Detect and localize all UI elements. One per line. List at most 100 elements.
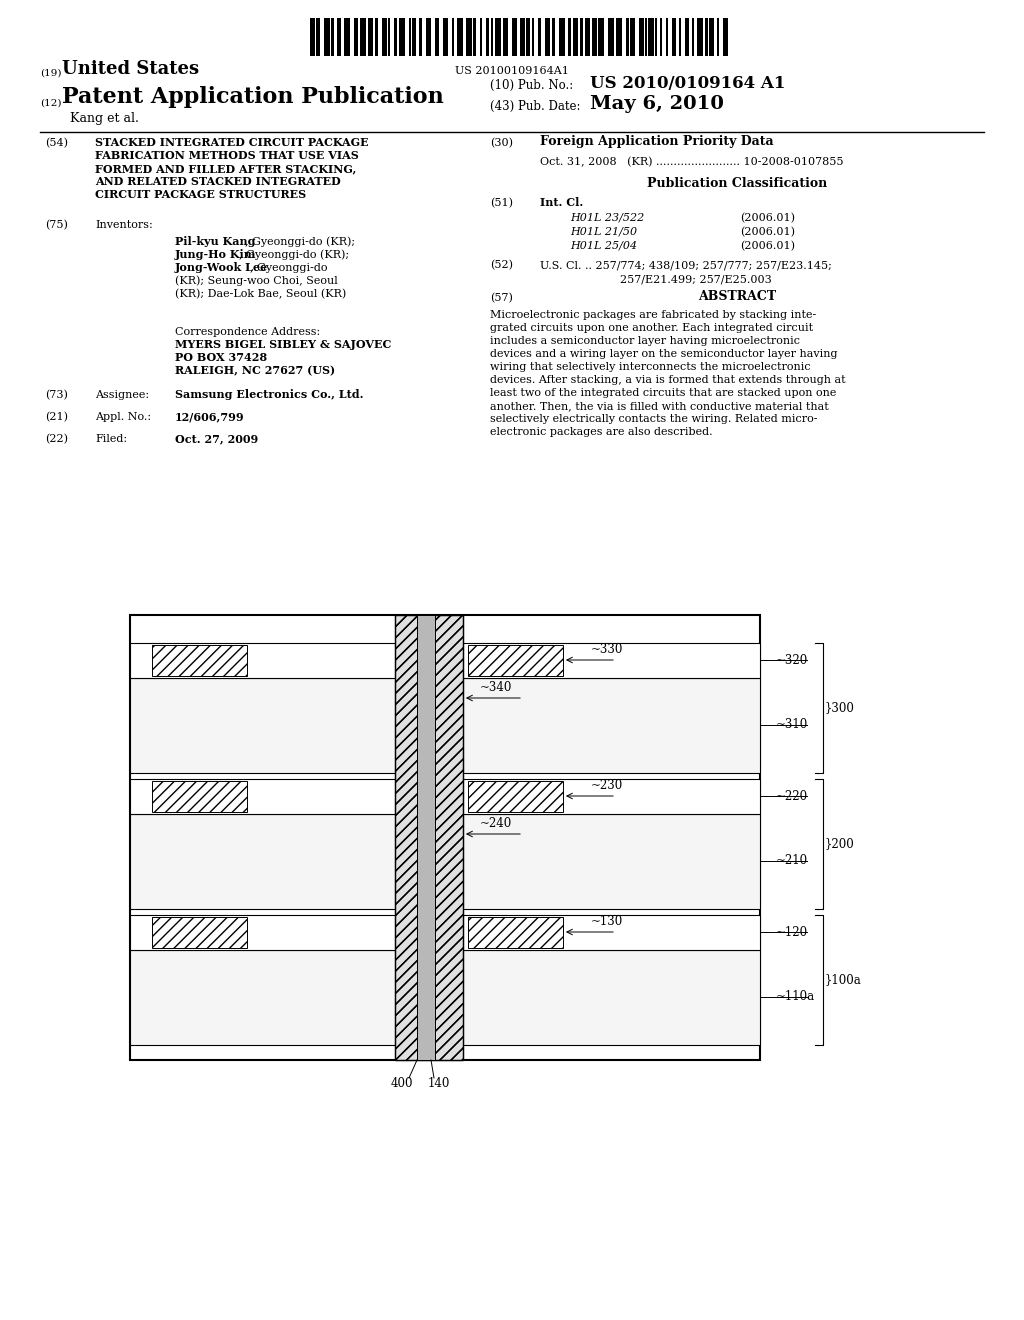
Bar xyxy=(419,18,422,55)
Bar xyxy=(697,18,703,55)
Bar xyxy=(705,18,708,55)
Text: Inventors:: Inventors: xyxy=(95,220,153,230)
Bar xyxy=(573,18,578,55)
Text: (57): (57) xyxy=(490,293,513,304)
Bar xyxy=(152,917,247,948)
Bar xyxy=(344,18,350,55)
Bar xyxy=(368,18,373,55)
Bar xyxy=(360,18,366,55)
Text: FORMED AND FILLED AFTER STACKING,: FORMED AND FILLED AFTER STACKING, xyxy=(95,162,356,174)
Text: RALEIGH, NC 27627 (US): RALEIGH, NC 27627 (US) xyxy=(175,366,335,376)
Bar xyxy=(598,18,604,55)
Bar xyxy=(545,18,550,55)
Bar xyxy=(354,18,358,55)
Text: Filed:: Filed: xyxy=(95,434,127,444)
Bar xyxy=(130,678,760,774)
Text: Pil-kyu Kang: Pil-kyu Kang xyxy=(175,236,256,247)
Text: (10) Pub. No.:: (10) Pub. No.: xyxy=(490,79,573,92)
Bar xyxy=(435,18,439,55)
Bar xyxy=(130,615,760,1060)
Text: FABRICATION METHODS THAT USE VIAS: FABRICATION METHODS THAT USE VIAS xyxy=(95,150,358,161)
Text: ~110a: ~110a xyxy=(776,990,815,1003)
Bar xyxy=(388,18,390,55)
Text: PO BOX 37428: PO BOX 37428 xyxy=(175,352,267,363)
Bar xyxy=(409,18,411,55)
Text: STACKED INTEGRATED CIRCUIT PACKAGE: STACKED INTEGRATED CIRCUIT PACKAGE xyxy=(95,137,369,148)
Text: United States: United States xyxy=(62,59,199,78)
Bar xyxy=(382,18,387,55)
Text: (54): (54) xyxy=(45,137,68,148)
Bar xyxy=(645,18,647,55)
Text: least two of the integrated circuits that are stacked upon one: least two of the integrated circuits tha… xyxy=(490,388,837,399)
Bar xyxy=(538,18,541,55)
Text: ~330: ~330 xyxy=(591,643,624,656)
Text: grated circuits upon one another. Each integrated circuit: grated circuits upon one another. Each i… xyxy=(490,323,813,333)
Text: Microelectronic packages are fabricated by stacking inte-: Microelectronic packages are fabricated … xyxy=(490,310,816,319)
Text: 140: 140 xyxy=(428,1077,451,1090)
Bar xyxy=(337,18,341,55)
Bar xyxy=(310,18,315,55)
Text: ~130: ~130 xyxy=(591,915,624,928)
Bar xyxy=(559,18,565,55)
Bar xyxy=(709,18,714,55)
Bar xyxy=(616,18,622,55)
Text: (19): (19) xyxy=(40,69,61,78)
Bar xyxy=(592,18,597,55)
Text: , Gyeonggi-do (KR);: , Gyeonggi-do (KR); xyxy=(245,236,354,247)
Text: (30): (30) xyxy=(490,137,513,148)
Text: (21): (21) xyxy=(45,412,68,422)
Text: ~120: ~120 xyxy=(776,925,808,939)
Text: Appl. No.:: Appl. No.: xyxy=(95,412,152,422)
Bar xyxy=(152,781,247,812)
Text: 257/E21.499; 257/E25.003: 257/E21.499; 257/E25.003 xyxy=(620,275,772,284)
Bar xyxy=(580,18,583,55)
Bar xyxy=(331,18,334,55)
Text: ABSTRACT: ABSTRACT xyxy=(698,290,776,304)
Bar xyxy=(512,18,517,55)
Bar xyxy=(130,643,760,678)
Text: (52): (52) xyxy=(490,260,513,271)
Text: (2006.01): (2006.01) xyxy=(740,240,795,251)
Text: (12): (12) xyxy=(40,99,61,108)
Bar xyxy=(417,615,435,1060)
Text: May 6, 2010: May 6, 2010 xyxy=(590,95,724,114)
Bar xyxy=(692,18,694,55)
Text: Assignee:: Assignee: xyxy=(95,389,150,400)
Bar xyxy=(666,18,668,55)
Text: Kang et al.: Kang et al. xyxy=(70,112,139,125)
Bar xyxy=(130,779,760,814)
Text: Jong-Wook Lee: Jong-Wook Lee xyxy=(175,261,268,273)
Text: electronic packages are also described.: electronic packages are also described. xyxy=(490,426,713,437)
Text: (KR); Seung-woo Choi, Seoul: (KR); Seung-woo Choi, Seoul xyxy=(175,276,338,286)
Text: Oct. 31, 2008   (KR) ........................ 10-2008-0107855: Oct. 31, 2008 (KR) .....................… xyxy=(540,157,844,168)
Bar xyxy=(630,18,635,55)
Bar xyxy=(443,18,449,55)
Text: ~240: ~240 xyxy=(480,817,512,830)
Text: Int. Cl.: Int. Cl. xyxy=(540,197,584,209)
Text: (2006.01): (2006.01) xyxy=(740,227,795,238)
Bar xyxy=(685,18,689,55)
Text: (22): (22) xyxy=(45,434,68,444)
Bar xyxy=(457,18,463,55)
Bar xyxy=(468,917,563,948)
Bar xyxy=(520,18,525,55)
Text: ~230: ~230 xyxy=(591,779,624,792)
Bar xyxy=(672,18,676,55)
Bar xyxy=(660,18,662,55)
Text: CIRCUIT PACKAGE STRUCTURES: CIRCUIT PACKAGE STRUCTURES xyxy=(95,189,306,201)
Bar xyxy=(399,18,406,55)
Text: 12/606,799: 12/606,799 xyxy=(175,411,245,422)
Bar xyxy=(585,18,590,55)
Text: }200: }200 xyxy=(825,837,855,850)
Text: 400: 400 xyxy=(391,1077,414,1090)
Text: US 20100109164A1: US 20100109164A1 xyxy=(455,66,569,77)
Bar xyxy=(552,18,555,55)
Bar xyxy=(648,18,654,55)
Text: devices and a wiring layer on the semiconductor layer having: devices and a wiring layer on the semico… xyxy=(490,348,838,359)
Bar xyxy=(417,615,435,1060)
Text: US 2010/0109164 A1: US 2010/0109164 A1 xyxy=(590,75,785,92)
Text: Patent Application Publication: Patent Application Publication xyxy=(62,86,443,108)
Bar xyxy=(452,18,454,55)
Bar xyxy=(375,18,378,55)
Bar xyxy=(532,18,534,55)
